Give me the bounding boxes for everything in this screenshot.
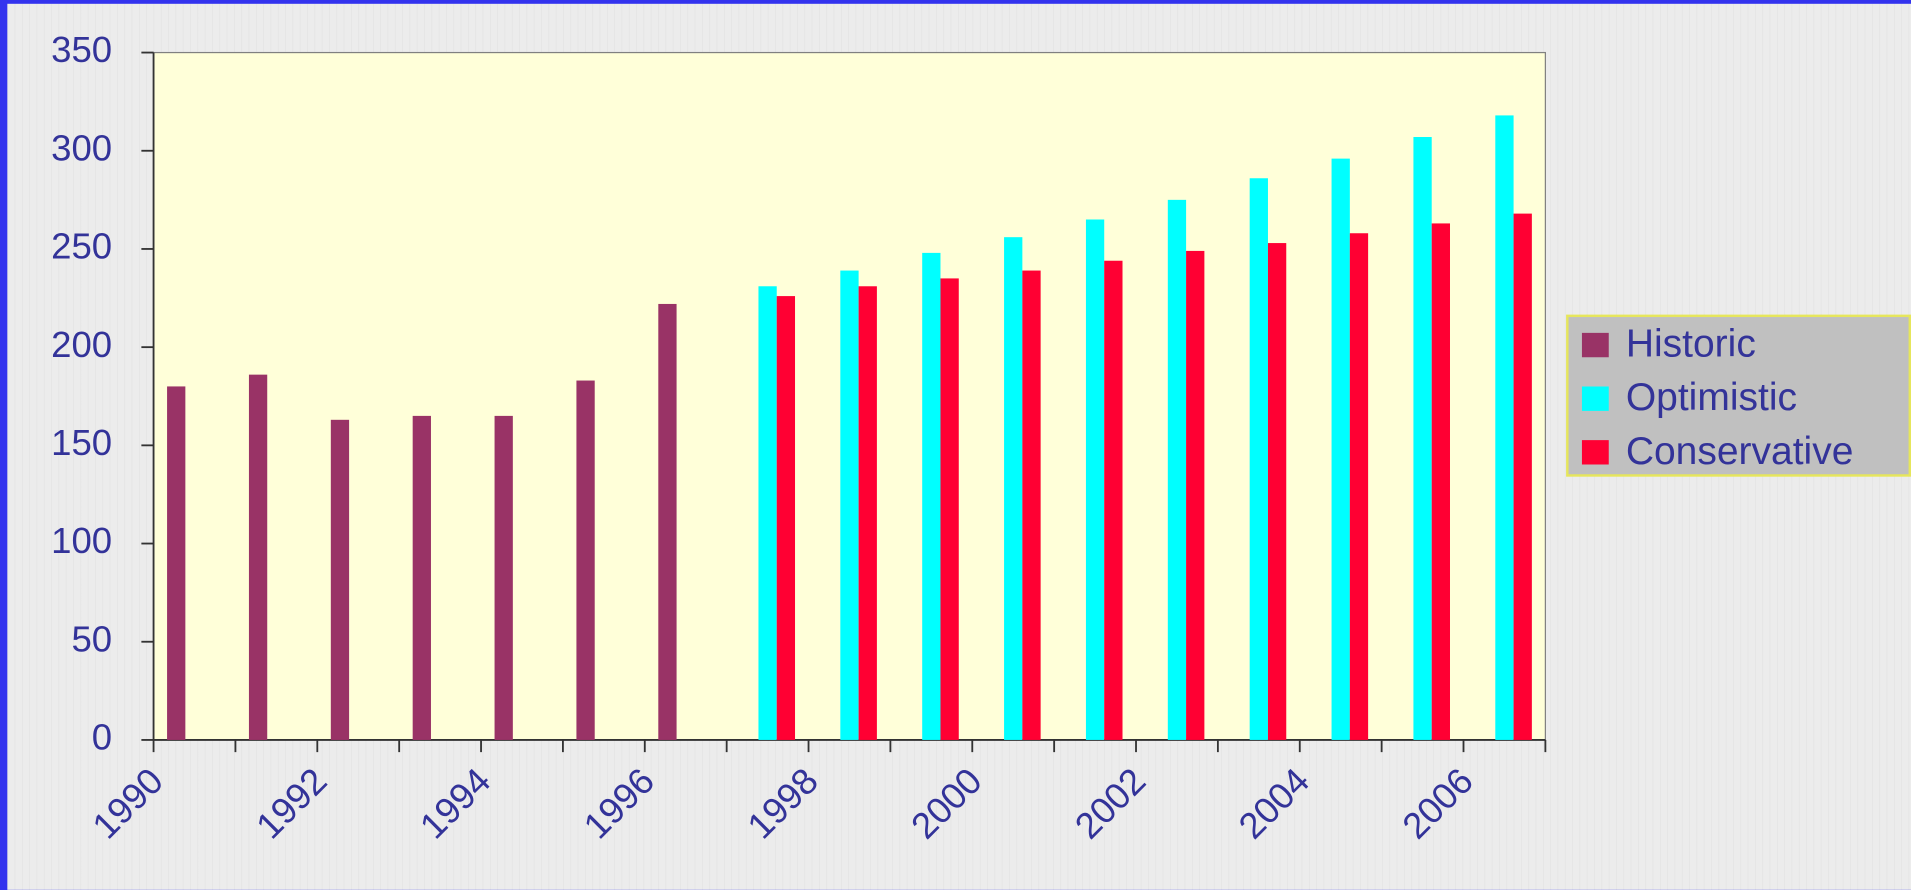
bar bbox=[758, 286, 777, 740]
legend-label: Conservative bbox=[1626, 430, 1854, 473]
y-tick-label: 50 bbox=[71, 618, 112, 659]
bar bbox=[494, 415, 513, 740]
bar bbox=[1431, 223, 1450, 740]
bar bbox=[1186, 250, 1205, 740]
bar bbox=[922, 252, 941, 740]
bar bbox=[1331, 158, 1350, 740]
bar bbox=[776, 296, 796, 740]
bar bbox=[1513, 213, 1532, 740]
bar bbox=[858, 286, 877, 740]
y-tick-label: 150 bbox=[51, 422, 112, 463]
bar bbox=[248, 374, 268, 740]
bar bbox=[1022, 270, 1041, 740]
legend-label: Optimistic bbox=[1626, 376, 1797, 419]
bar bbox=[1267, 243, 1287, 740]
bar bbox=[330, 419, 350, 740]
bar bbox=[1413, 137, 1432, 740]
legend-label: Historic bbox=[1626, 323, 1756, 366]
y-tick-label: 350 bbox=[51, 29, 112, 70]
legend: Historic Optimistic Conservative bbox=[1566, 314, 1911, 477]
bar bbox=[576, 380, 595, 740]
legend-swatch bbox=[1581, 386, 1609, 411]
bar bbox=[1249, 178, 1268, 740]
bar bbox=[1349, 233, 1369, 740]
y-tick-label: 100 bbox=[51, 520, 112, 561]
y-tick-label: 0 bbox=[92, 717, 112, 758]
y-tick-label: 200 bbox=[51, 324, 112, 365]
bar bbox=[1104, 260, 1123, 740]
bar bbox=[658, 303, 677, 740]
y-tick-label: 250 bbox=[51, 226, 112, 267]
bar bbox=[1495, 115, 1514, 740]
bar bbox=[840, 270, 859, 740]
legend-swatch bbox=[1581, 440, 1609, 465]
bar bbox=[167, 386, 186, 740]
legend-swatch bbox=[1581, 332, 1609, 358]
bar bbox=[1167, 199, 1187, 740]
y-tick-label: 300 bbox=[51, 127, 112, 168]
bar bbox=[1085, 219, 1105, 740]
legend-box bbox=[1566, 314, 1911, 477]
bar bbox=[940, 278, 959, 740]
bar bbox=[412, 415, 431, 740]
bar bbox=[1004, 237, 1023, 740]
